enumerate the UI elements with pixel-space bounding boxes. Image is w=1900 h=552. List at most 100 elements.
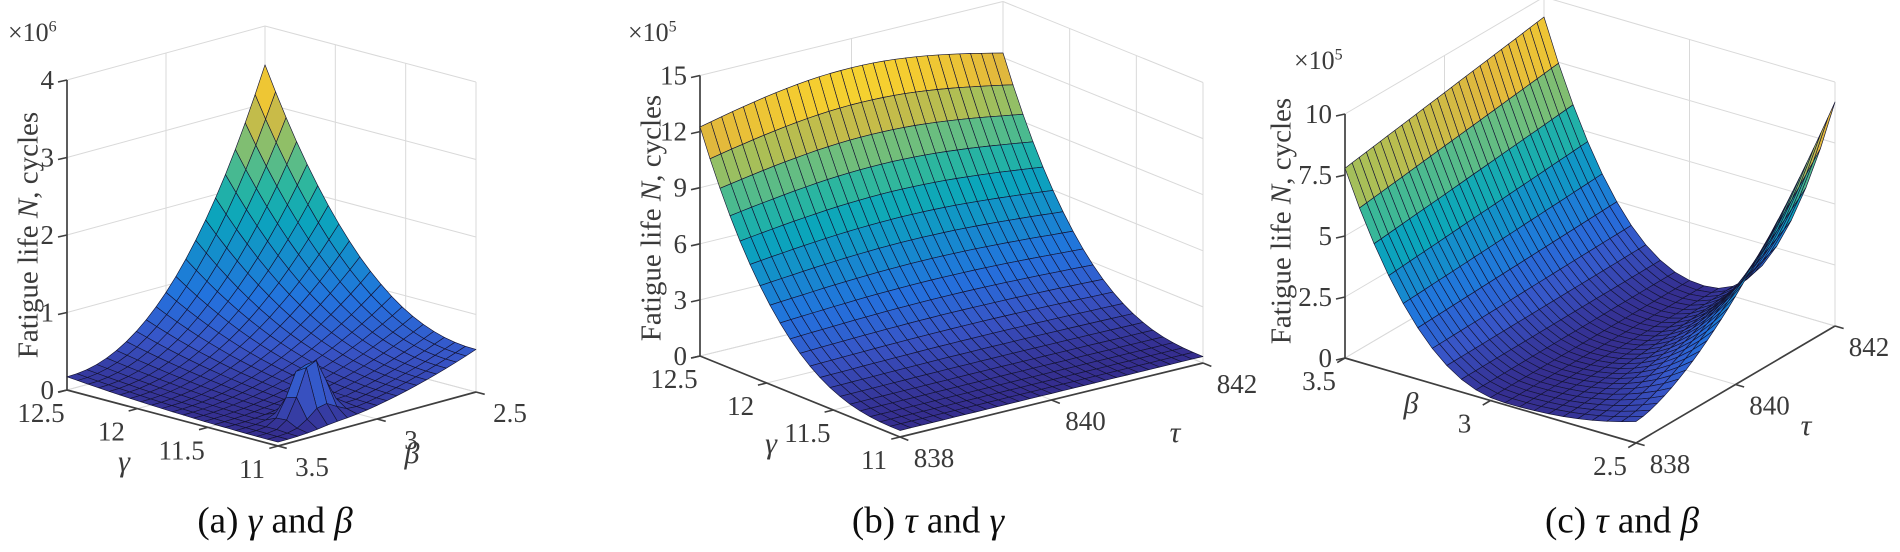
grid-line [57,156,68,161]
axis-variable-label: γ [765,427,778,460]
tick-label: 4 [41,65,55,95]
z-axis-label-a: Fatigue life N, cycles [12,111,45,359]
tick-label: 11.5 [159,435,205,465]
tick-label: 0 [1319,343,1333,373]
tick-label: 0 [41,375,55,405]
grid-line [66,25,266,81]
grid-line [891,436,901,440]
tick-label: 840 [1749,391,1790,421]
exponent-base: ×10 [8,18,49,47]
grid-line [757,382,767,386]
surface-quad [1621,416,1644,423]
axis-variable-label: γ [118,445,131,478]
grid-line [690,299,701,303]
panel-c: 0 2.5 5 7.5 10 3.5 3 2.5 838 840 842 β τ [1298,0,1889,481]
z-axis-label-b: Fatigue life N, cycles [635,94,668,342]
tick-label: 3 [404,425,418,455]
tick-label: 842 [1849,332,1890,362]
tick-label: 838 [1650,449,1691,479]
grid-line [899,436,909,442]
tick-label: 3.5 [295,452,329,482]
tick-label: 2.5 [1298,282,1332,312]
grid-line [264,103,477,160]
grid-line [1335,357,1346,361]
grid-line [1335,174,1346,178]
z-exponent-label-b: ×105 [628,18,677,48]
tick-label: 6 [674,229,688,259]
axis-variable-label: β [404,437,420,470]
grid-line [1335,113,1346,117]
grid-line [1834,325,1844,330]
exponent-power: 6 [48,18,57,36]
tick-label: 5 [1319,221,1333,251]
tick-label: 0 [674,341,688,371]
surface-quad [267,436,289,443]
tick-label: 12.5 [650,364,697,394]
grid-line [1335,235,1346,239]
tick-label: 1 [41,298,55,328]
tick-label: 840 [1065,406,1106,436]
axis-variable-label: τ [1170,416,1182,449]
tick-label: 2.5 [1593,451,1627,481]
tick-label: 3 [1458,409,1472,439]
grid-line [264,25,477,83]
panel-b: 0 3 6 9 12 15 12.5 12 11.5 11 838 840 842 γ τ [650,1,1258,475]
grid-line [690,74,701,79]
tick-label: 2 [41,220,55,250]
grid-line [475,391,485,396]
grid-line [277,445,287,450]
tick-label: 12 [660,117,687,147]
grid-line [57,79,68,83]
grid-line [1552,0,1836,83]
grid-line [1543,118,1836,205]
tick-label: 842 [1217,369,1258,399]
caption-a: (a) γ and β [197,500,353,542]
grid-line [57,234,68,238]
tick-label: 3.5 [1302,366,1336,396]
grid-line [1735,383,1745,388]
exponent-power: 5 [668,18,677,36]
grid-line [376,418,386,423]
caption-c: (c) τ and β [1545,500,1699,542]
exponent-base: ×10 [1294,46,1335,75]
grid-line [1002,113,1204,196]
tick-label: 10 [1305,99,1332,129]
z-axis-label-c: Fatigue life N, cycles [1265,97,1298,345]
grid-line [1543,57,1836,144]
exponent-base: ×10 [628,18,669,47]
grid-line [57,389,68,393]
grid-line [57,311,68,316]
grid-line [269,445,279,450]
tick-label: 12.5 [17,398,64,428]
grid-line [824,409,834,413]
tick-label: 11 [861,445,887,475]
tick-label: 12 [727,391,754,421]
tick-label: 9 [674,173,688,203]
grid-line [1635,442,1645,447]
tick-label: 12 [98,417,125,447]
tick-label: 838 [914,443,955,473]
grid-line [1482,399,1491,406]
exponent-power: 5 [1334,46,1343,64]
caption-b: (b) τ and γ [851,500,1005,542]
grid-line [690,186,701,191]
grid-line [699,1,1004,76]
grid-line [1627,442,1637,449]
tick-label: 3 [674,285,688,315]
tick-label: 3 [41,143,55,173]
grid-line [690,243,701,247]
grid-line [128,407,138,412]
grid-line [1002,1,1204,83]
grid-line [690,130,701,135]
grid-line [1344,0,1540,115]
axis-variable-label: β [1403,387,1419,420]
tick-label: 7.5 [1298,160,1332,190]
grid-line [198,426,208,431]
z-exponent-label-a: ×106 [8,18,57,48]
surface-quad [889,423,912,431]
z-exponent-label-c: ×105 [1294,46,1343,76]
grid-line [1335,296,1346,300]
